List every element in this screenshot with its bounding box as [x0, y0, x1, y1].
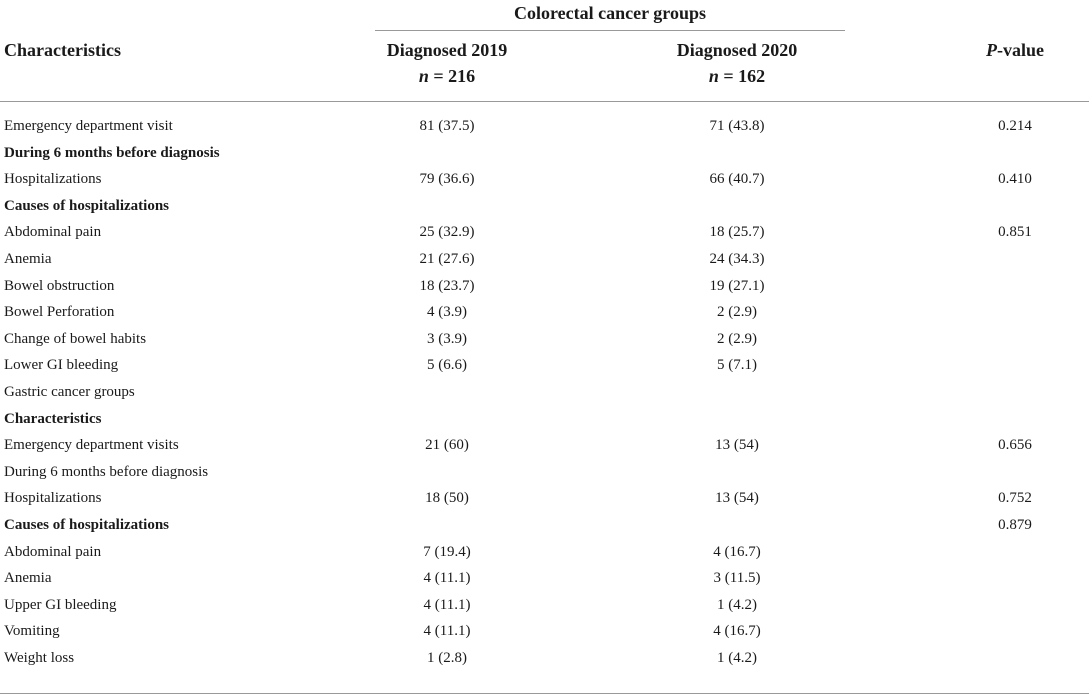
header-diagnosed-2019-n: n = 216	[357, 63, 537, 89]
cell-diagnosed-2019: 79 (36.6)	[419, 171, 475, 188]
row-label: Bowel Perforation	[4, 304, 115, 321]
cell-diagnosed-2020: 2 (2.9)	[717, 304, 757, 321]
row-label: Emergency department visits	[4, 437, 179, 454]
cell-diagnosed-2019: 4 (11.1)	[423, 570, 471, 587]
table-row: Emergency department visits 21 (60) 13 (54…	[0, 432, 1091, 459]
cell-diagnosed-2019: 4 (11.1)	[423, 596, 471, 613]
table-row: Abdominal pain 7 (19.4) 4 (16.7)	[0, 539, 1091, 566]
table-row: Bowel obstruction 18 (23.7) 19 (27.1)	[0, 273, 1091, 300]
table-row: Bowel Perforation 4 (3.9) 2 (2.9)	[0, 299, 1091, 326]
header-rule	[0, 101, 1089, 102]
row-label: Weight loss	[4, 649, 75, 666]
table-row: Gastric cancer groups	[0, 379, 1091, 406]
cell-diagnosed-2020: 13 (54)	[715, 437, 759, 454]
row-label: Upper GI bleeding	[4, 596, 117, 613]
header-diagnosed-2020-n: n = 162	[647, 63, 827, 89]
cell-diagnosed-2019: 21 (60)	[425, 437, 469, 454]
table-row: Vomiting 4 (11.1) 4 (16.7)	[0, 618, 1091, 645]
cell-diagnosed-2019: 21 (27.6)	[419, 250, 475, 267]
header-p-value: P-value	[955, 37, 1075, 63]
p-suffix: -value	[997, 40, 1044, 60]
row-label: Gastric cancer groups	[4, 383, 135, 400]
n-symbol: n	[418, 66, 429, 86]
cell-diagnosed-2019: 4 (11.1)	[423, 623, 471, 640]
table-row: Change of bowel habits 3 (3.9) 2 (2.9)	[0, 326, 1091, 353]
row-label: Characteristics	[4, 410, 102, 427]
cell-p-value: 0.879	[998, 516, 1032, 533]
row-label: Hospitalizations	[4, 490, 102, 507]
header-diagnosed-2020: Diagnosed 2020 n = 162	[647, 37, 827, 89]
cell-diagnosed-2019: 4 (3.9)	[427, 304, 467, 321]
cell-diagnosed-2020: 1 (4.2)	[717, 596, 757, 613]
row-label: Abdominal pain	[4, 543, 102, 560]
cell-diagnosed-2019: 1 (2.8)	[427, 649, 467, 666]
cell-diagnosed-2020: 1 (4.2)	[717, 649, 757, 666]
table-row: Characteristics	[0, 406, 1091, 433]
table-row: Causes of hospitalizations 0.879	[0, 512, 1091, 539]
row-label: Emergency department visit	[4, 118, 173, 134]
cell-diagnosed-2019: 3 (3.9)	[427, 330, 467, 347]
row-label: Anemia	[4, 250, 52, 267]
row-label: Lower GI bleeding	[4, 357, 119, 374]
cell-p-value: 0.851	[998, 224, 1032, 241]
n-value: = 216	[428, 66, 476, 86]
cell-diagnosed-2019: 5 (6.6)	[427, 357, 467, 374]
cell-diagnosed-2020: 5 (7.1)	[717, 357, 757, 374]
cell-diagnosed-2019: 7 (19.4)	[423, 543, 471, 560]
cell-diagnosed-2020: 71 (43.8)	[709, 118, 765, 134]
table-row: Causes of hospitalizations	[0, 193, 1091, 220]
table-row: During 6 months before diagnosis	[0, 459, 1091, 486]
cell-p-value: 0.656	[998, 437, 1032, 454]
cell-diagnosed-2020: 66 (40.7)	[709, 171, 765, 188]
row-label: Bowel obstruction	[4, 277, 115, 294]
table-row: Emergency department visit 81 (37.5) 71 (4…	[0, 113, 1091, 140]
row-label: Abdominal pain	[4, 224, 102, 241]
cell-p-value: 0.410	[998, 171, 1032, 188]
cell-diagnosed-2019: 25 (32.9)	[419, 224, 475, 241]
table-body: Emergency department visit 81 (37.5) 71 (4…	[0, 113, 1091, 671]
cell-diagnosed-2020: 3 (11.5)	[713, 570, 761, 587]
cell-diagnosed-2019: 18 (50)	[425, 490, 469, 507]
cell-diagnosed-2020: 4 (16.7)	[713, 543, 761, 560]
table-row: Upper GI bleeding 4 (11.1) 1 (4.2)	[0, 592, 1091, 619]
table-row: Anemia 21 (27.6) 24 (34.3)	[0, 246, 1091, 273]
table-row: Hospitalizations 79 (36.6) 66 (40.7) 0.410	[0, 166, 1091, 193]
cell-diagnosed-2020: 24 (34.3)	[709, 250, 765, 267]
colorectal-group-title: Colorectal cancer groups	[514, 3, 706, 23]
row-label: During 6 months before diagnosis	[4, 144, 220, 161]
cell-diagnosed-2020: 13 (54)	[715, 490, 759, 507]
row-label: During 6 months before diagnosis	[4, 463, 209, 480]
row-label: Hospitalizations	[4, 171, 102, 188]
table-row: Anemia 4 (11.1) 3 (11.5)	[0, 565, 1091, 592]
header-characteristics: Characteristics	[4, 40, 121, 60]
group-rule	[375, 30, 845, 31]
cell-diagnosed-2019: 18 (23.7)	[419, 277, 475, 294]
header-diagnosed-2019: Diagnosed 2019 n = 216	[357, 37, 537, 89]
cell-p-value: 0.214	[998, 118, 1032, 134]
table-row: Abdominal pain 25 (32.9) 18 (25.7) 0.851	[0, 219, 1091, 246]
row-label: Vomiting	[4, 623, 60, 640]
p-symbol: P	[986, 40, 997, 60]
cell-p-value: 0.752	[998, 490, 1032, 507]
header-diagnosed-2020-title: Diagnosed 2020	[676, 40, 798, 60]
row-label: Anemia	[4, 570, 52, 587]
row-label: Causes of hospitalizations	[4, 197, 170, 214]
cell-diagnosed-2020: 18 (25.7)	[709, 224, 765, 241]
footer-rule	[0, 693, 1089, 694]
cell-diagnosed-2019: 81 (37.5)	[419, 118, 475, 134]
table-row: Lower GI bleeding 5 (6.6) 5 (7.1)	[0, 352, 1091, 379]
header-diagnosed-2019-title: Diagnosed 2019	[386, 40, 508, 60]
row-label: Change of bowel habits	[4, 330, 147, 347]
row-label: Causes of hospitalizations	[4, 516, 170, 533]
table-row: Hospitalizations 18 (50) 13 (54) 0.752	[0, 485, 1091, 512]
table-row: During 6 months before diagnosis	[0, 140, 1091, 167]
cell-diagnosed-2020: 19 (27.1)	[709, 277, 765, 294]
cell-diagnosed-2020: 2 (2.9)	[717, 330, 757, 347]
n-symbol: n	[708, 66, 719, 86]
cell-diagnosed-2020: 4 (16.7)	[713, 623, 761, 640]
table-row: Weight loss 1 (2.8) 1 (4.2)	[0, 645, 1091, 672]
n-value: = 162	[718, 66, 766, 86]
